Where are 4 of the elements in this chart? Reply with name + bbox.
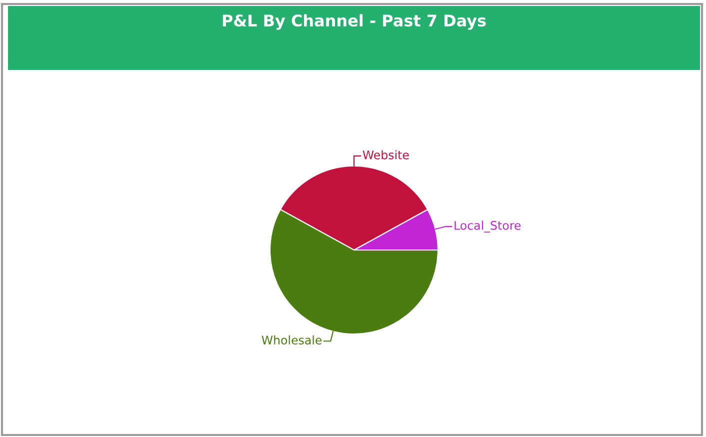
chart-title: P&L By Channel - Past 7 Days — [222, 14, 486, 30]
slice-label: Local_Store — [454, 220, 521, 232]
slice-label: Wholesale — [262, 335, 322, 345]
slice-label: Website — [362, 150, 409, 160]
